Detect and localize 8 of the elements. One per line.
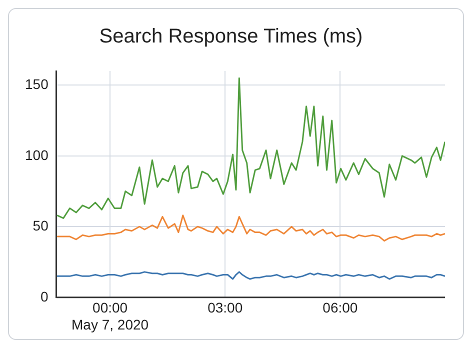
y-tick-label: 150 — [25, 76, 49, 92]
x-tick-label: 00:00 May 7, 2020 — [72, 300, 149, 332]
y-tick-label: 50 — [32, 218, 49, 234]
x-tick-label: 06:00 — [322, 300, 358, 316]
y-tick-label: 0 — [40, 288, 49, 304]
chart-title: Search Response Times (ms) — [99, 26, 363, 48]
x-tick-label: 03:00 — [208, 300, 243, 316]
y-tick-label: 100 — [25, 146, 49, 163]
